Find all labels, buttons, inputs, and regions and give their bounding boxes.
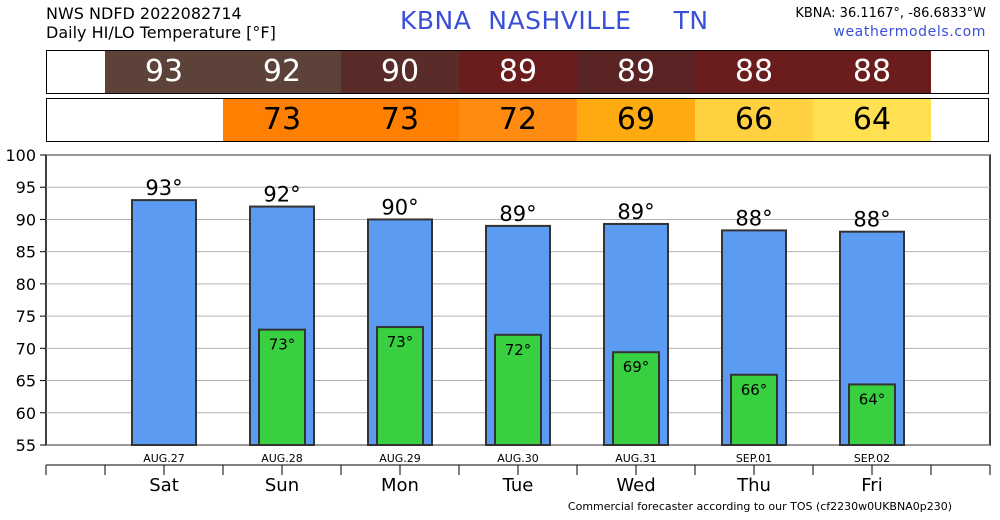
lo-strip-cell: 66 (695, 99, 813, 141)
hi-strip-cell: 92 (223, 51, 341, 93)
high-temp-label: 92° (263, 183, 300, 207)
x-date-label: AUG.27 (143, 452, 185, 465)
hi-strip-cell: 89 (459, 51, 577, 93)
low-temp-label: 64° (859, 390, 886, 408)
lo-strip-cell: 69 (577, 99, 695, 141)
x-day-label: Sun (265, 475, 299, 496)
low-temp-label: 73° (269, 336, 296, 354)
y-tick-label: 60 (16, 404, 36, 423)
high-temp-label: 89° (499, 202, 536, 226)
low-temp-bar (612, 351, 660, 446)
x-day-label: Wed (616, 475, 655, 496)
x-day-label: Thu (736, 475, 771, 496)
hi-strip-cell: 90 (341, 51, 459, 93)
high-temp-strip: 93 92 90 89 89 88 88 (46, 50, 989, 94)
y-tick-label: 85 (16, 243, 36, 262)
low-temp-bar (494, 333, 542, 446)
station-coordinates: KBNA: 36.1167°, -86.6833°W (795, 6, 986, 21)
y-tick-label: 70 (16, 339, 36, 358)
x-day-label: Mon (381, 475, 419, 496)
station-city: NASHVILLE (488, 6, 632, 35)
x-date-label: AUG.30 (497, 452, 539, 465)
hi-strip-cell: 93 (105, 51, 223, 93)
temperature-chart: 55 60 65 70 75 80 85 90 95 100 93° 92° 90° 89° 89° 88° 8… (5, 146, 991, 496)
low-temp-bar (730, 373, 778, 446)
hi-strip-cell: 88 (695, 51, 813, 93)
x-date-label: AUG.28 (261, 452, 303, 465)
low-temp-bar (258, 328, 306, 446)
low-temp-strip: 73 73 72 69 66 64 (46, 98, 989, 142)
high-temp-label: 93° (145, 176, 182, 200)
x-date-label: SEP.02 (854, 452, 890, 465)
lo-strip-cell: 73 (223, 99, 341, 141)
y-tick-label: 55 (16, 436, 36, 455)
y-tick-label: 100 (5, 146, 36, 165)
x-day-label: Tue (502, 475, 534, 496)
y-tick-label: 95 (16, 178, 36, 197)
low-temp-label: 66° (741, 381, 768, 399)
x-date-label: AUG.31 (615, 452, 657, 465)
product-name: NWS NDFD 2022082714 (46, 4, 242, 23)
hi-strip-cell: 89 (577, 51, 695, 93)
high-temp-label: 90° (381, 195, 418, 219)
lo-strip-cell (105, 99, 223, 141)
lo-strip-cell: 73 (341, 99, 459, 141)
x-date-label: AUG.29 (379, 452, 421, 465)
low-temp-label: 72° (505, 341, 532, 359)
y-tick-label: 80 (16, 275, 36, 294)
high-temp-label: 89° (617, 200, 654, 224)
y-tick-label: 75 (16, 307, 36, 326)
x-date-label: SEP.01 (736, 452, 772, 465)
station-code: KBNA (400, 6, 472, 35)
high-temp-label: 88° (853, 208, 890, 232)
lo-strip-cell: 64 (813, 99, 931, 141)
high-temp-bar (131, 199, 197, 446)
lo-strip-cell: 72 (459, 99, 577, 141)
hi-strip-cell: 88 (813, 51, 931, 93)
low-temp-bar (848, 383, 896, 447)
station-title: KBNA NASHVILLE TN (400, 6, 709, 35)
station-info: KBNA: 36.1167°, -86.6833°W weathermodels… (795, 4, 986, 42)
site-link[interactable]: weathermodels.com (833, 24, 986, 40)
low-temp-label: 73° (387, 333, 414, 351)
low-temp-bar (376, 326, 424, 446)
product-title: Daily HI/LO Temperature [°F] (46, 23, 276, 42)
high-temp-label: 88° (735, 206, 772, 230)
station-state: TN (673, 6, 709, 35)
y-tick-label: 90 (16, 210, 36, 229)
x-day-label: Fri (861, 475, 882, 496)
footer-note: Commercial forecaster according to our T… (567, 500, 952, 513)
low-temp-label: 69° (623, 358, 650, 376)
x-day-label: Sat (149, 475, 179, 496)
product-header: NWS NDFD 2022082714 Daily HI/LO Temperat… (46, 4, 276, 42)
y-tick-label: 65 (16, 372, 36, 391)
